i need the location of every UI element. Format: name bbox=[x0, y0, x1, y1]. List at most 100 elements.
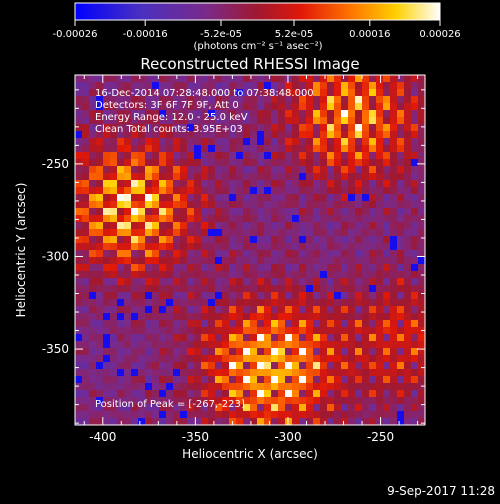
heatmap-cell bbox=[75, 180, 83, 188]
heatmap-cell bbox=[376, 285, 384, 293]
heatmap-cell bbox=[383, 362, 391, 370]
heatmap-cell bbox=[103, 138, 111, 146]
heatmap-cell bbox=[306, 145, 314, 153]
heatmap-cell bbox=[320, 215, 328, 223]
heatmap-cell bbox=[362, 411, 370, 419]
heatmap-cell bbox=[348, 243, 356, 251]
heatmap-cell bbox=[390, 243, 398, 251]
heatmap-cell bbox=[145, 75, 153, 83]
heatmap-cell bbox=[89, 138, 97, 146]
heatmap-cell bbox=[243, 187, 251, 195]
heatmap-cell bbox=[215, 229, 223, 237]
heatmap-cell bbox=[208, 334, 216, 342]
heatmap-cell bbox=[369, 306, 377, 314]
heatmap-cell bbox=[292, 278, 300, 286]
x-tick-label: -400 bbox=[89, 430, 116, 444]
heatmap-cell bbox=[250, 250, 258, 258]
heatmap-cell bbox=[159, 404, 167, 412]
heatmap-cell bbox=[292, 397, 300, 405]
heatmap-cell bbox=[131, 138, 139, 146]
heatmap-cell bbox=[75, 257, 83, 265]
heatmap-cell bbox=[306, 411, 314, 419]
heatmap-cell bbox=[271, 103, 279, 111]
heatmap-cell bbox=[96, 355, 104, 363]
heatmap-cell bbox=[229, 159, 237, 167]
heatmap-cell bbox=[110, 397, 118, 405]
heatmap-cell bbox=[82, 243, 90, 251]
heatmap-cell bbox=[131, 383, 139, 391]
heatmap-cell bbox=[397, 278, 405, 286]
heatmap-cell bbox=[327, 404, 335, 412]
heatmap-cell bbox=[334, 145, 342, 153]
heatmap-cell bbox=[131, 334, 139, 342]
heatmap-cell bbox=[341, 285, 349, 293]
heatmap-cell bbox=[390, 110, 398, 118]
heatmap-cell bbox=[194, 292, 202, 300]
heatmap-cell bbox=[96, 334, 104, 342]
heatmap-cell bbox=[229, 236, 237, 244]
heatmap-cell bbox=[285, 110, 293, 118]
heatmap-cell bbox=[229, 271, 237, 279]
heatmap-cell bbox=[124, 257, 132, 265]
heatmap-cell bbox=[327, 82, 335, 90]
heatmap-cell bbox=[117, 278, 125, 286]
heatmap-cell bbox=[166, 173, 174, 181]
heatmap-cell bbox=[166, 355, 174, 363]
heatmap-cell bbox=[418, 418, 426, 426]
heatmap-cell bbox=[299, 313, 307, 321]
heatmap-cell bbox=[313, 117, 321, 125]
heatmap-cell bbox=[152, 418, 160, 426]
heatmap-cell bbox=[96, 166, 104, 174]
heatmap-cell bbox=[418, 243, 426, 251]
heatmap-cell bbox=[348, 215, 356, 223]
heatmap-cell bbox=[341, 376, 349, 384]
heatmap-cell bbox=[201, 285, 209, 293]
heatmap-cell bbox=[124, 103, 132, 111]
heatmap-cell bbox=[355, 418, 363, 426]
heatmap-cell bbox=[117, 320, 125, 328]
heatmap-cell bbox=[369, 369, 377, 377]
heatmap-cell bbox=[110, 180, 118, 188]
heatmap-cell bbox=[201, 124, 209, 132]
heatmap-cell bbox=[236, 152, 244, 160]
heatmap-cell bbox=[292, 264, 300, 272]
heatmap-cell bbox=[264, 96, 272, 104]
heatmap-cell bbox=[313, 187, 321, 195]
heatmap-cell bbox=[257, 96, 265, 104]
heatmap-cell bbox=[285, 292, 293, 300]
heatmap-cell bbox=[278, 250, 286, 258]
heatmap-cell bbox=[208, 397, 216, 405]
heatmap-cell bbox=[418, 292, 426, 300]
heatmap-cell bbox=[180, 243, 188, 251]
heatmap-cell bbox=[334, 334, 342, 342]
heatmap-cell bbox=[201, 271, 209, 279]
heatmap-cell bbox=[145, 278, 153, 286]
heatmap-cell bbox=[411, 152, 419, 160]
heatmap-cell bbox=[397, 334, 405, 342]
heatmap-cell bbox=[397, 222, 405, 230]
heatmap-cell bbox=[383, 208, 391, 216]
heatmap-cell bbox=[131, 411, 139, 419]
heatmap-cell bbox=[96, 117, 104, 125]
heatmap-cell bbox=[397, 341, 405, 349]
heatmap-cell bbox=[278, 243, 286, 251]
heatmap-cell bbox=[173, 264, 181, 272]
heatmap-cell bbox=[313, 376, 321, 384]
heatmap-cell bbox=[124, 124, 132, 132]
heatmap-cell bbox=[180, 285, 188, 293]
heatmap-cell bbox=[187, 159, 195, 167]
heatmap-cell bbox=[334, 362, 342, 370]
heatmap-cell bbox=[306, 222, 314, 230]
heatmap-cell bbox=[159, 75, 167, 83]
heatmap-cell bbox=[271, 236, 279, 244]
heatmap-cell bbox=[194, 215, 202, 223]
heatmap-cell bbox=[257, 306, 265, 314]
heatmap-cell bbox=[390, 404, 398, 412]
heatmap-cell bbox=[215, 82, 223, 90]
heatmap-cell bbox=[82, 327, 90, 335]
heatmap-cell bbox=[355, 334, 363, 342]
heatmap-cell bbox=[159, 383, 167, 391]
heatmap-cell bbox=[194, 411, 202, 419]
heatmap-cell bbox=[110, 299, 118, 307]
heatmap-cell bbox=[355, 166, 363, 174]
